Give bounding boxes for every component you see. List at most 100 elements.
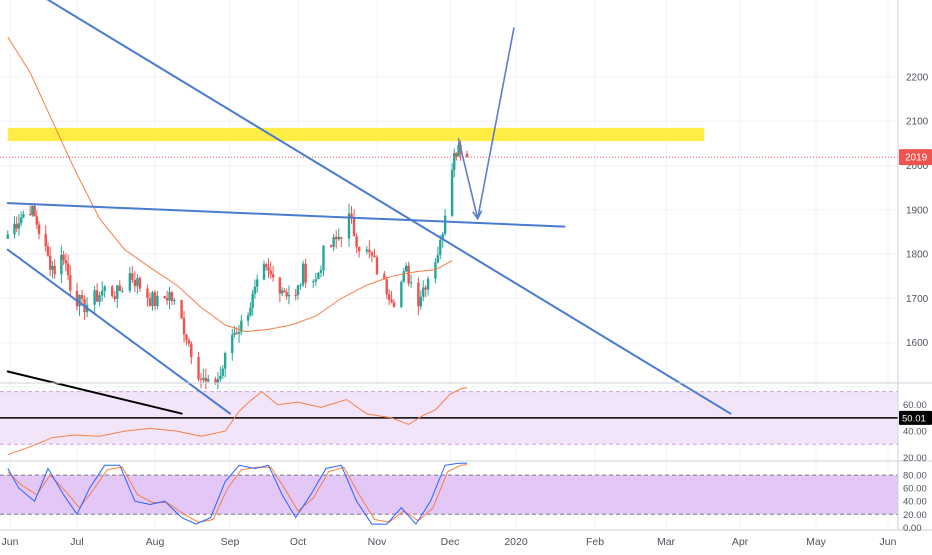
candle-body — [443, 215, 447, 234]
candle-body — [51, 265, 54, 270]
candle-body — [407, 265, 410, 284]
candle-body — [78, 295, 81, 307]
candle-body — [113, 296, 116, 299]
candle-body — [204, 377, 208, 382]
candle-body — [103, 286, 106, 291]
candle-body — [44, 233, 47, 247]
candle-body — [49, 255, 52, 270]
candle-body — [365, 249, 369, 252]
candle-body — [267, 267, 270, 271]
projection-arrow-up[interactable] — [476, 27, 515, 220]
candle-body — [299, 284, 302, 286]
horizontal-trendline[interactable] — [6, 202, 566, 228]
arrow-head-icon — [472, 210, 483, 221]
time-tick-label: Oct — [290, 536, 306, 548]
candlestick-series — [6, 140, 469, 390]
candle-body — [62, 254, 65, 261]
candle-body — [417, 282, 420, 307]
candle-body — [95, 290, 99, 302]
candle-body — [422, 287, 425, 297]
time-tick-label: May — [806, 536, 827, 548]
candle-body — [340, 236, 343, 239]
candle-body — [392, 302, 396, 307]
time-tick-label: Mar — [657, 536, 676, 548]
time-tick-label: Sep — [221, 536, 240, 548]
candle-body — [202, 377, 205, 380]
candle-body — [441, 233, 444, 241]
drawing-tools-back — [7, 127, 705, 142]
candle-body — [116, 285, 119, 299]
time-tick-label: 2020 — [504, 536, 528, 548]
candle-body — [19, 217, 23, 224]
candle-body — [148, 297, 152, 306]
candle-body — [390, 299, 393, 303]
time-tick-label: Nov — [368, 536, 387, 548]
candle-body — [31, 206, 34, 216]
candle-body — [280, 290, 284, 294]
rsi-tick-label: 20.00 — [903, 453, 927, 464]
last-price-badge — [899, 149, 932, 166]
candle-body — [450, 169, 454, 216]
candle-body — [121, 290, 124, 292]
indicator-bands — [0, 391, 898, 515]
candle-body — [285, 292, 288, 297]
candle-body — [138, 278, 142, 289]
candle-body — [317, 272, 320, 280]
grid — [0, 0, 898, 530]
candle-body — [400, 281, 403, 307]
candle-body — [221, 368, 224, 376]
drawing-tools[interactable] — [6, 0, 732, 415]
candle-body — [294, 294, 297, 296]
stoch-tick-label: 60.00 — [903, 484, 927, 495]
candle-body — [329, 245, 333, 247]
price-tick-label: 1600 — [906, 338, 929, 349]
candle-body — [75, 290, 79, 307]
candle-body — [28, 214, 32, 216]
candle-body — [17, 223, 21, 229]
candle-body — [319, 270, 323, 273]
candle-body — [216, 379, 220, 384]
price-tick-label: 1700 — [906, 294, 929, 305]
candle-body — [6, 234, 9, 239]
candle-body — [465, 153, 469, 158]
candle-body — [249, 307, 252, 316]
candle-body — [283, 290, 286, 293]
candle-body — [165, 298, 169, 301]
candle-body — [118, 285, 121, 291]
time-tick-label: Jul — [70, 536, 83, 548]
time-tick-label: Aug — [146, 536, 165, 548]
candle-body — [253, 286, 257, 294]
candle-body — [426, 278, 430, 290]
candle-body — [214, 378, 217, 384]
stoch-tick-label: 0.00 — [903, 523, 922, 534]
candle-body — [163, 296, 166, 299]
resistance-zone[interactable] — [7, 127, 705, 142]
candle-body — [453, 152, 456, 170]
candle-body — [439, 240, 442, 256]
candle-body — [350, 213, 353, 219]
candle-body — [199, 379, 203, 381]
candle-body — [271, 274, 275, 278]
rsi-level-label: 50.01 — [902, 413, 926, 424]
candle-body — [180, 300, 183, 318]
projection-arrow-down[interactable] — [457, 138, 479, 220]
candle-body — [153, 292, 157, 306]
candle-body — [151, 292, 154, 306]
candle-body — [419, 296, 422, 307]
candle-body — [301, 263, 305, 285]
candle-body — [111, 286, 114, 297]
lower-channel-trendline[interactable] — [6, 248, 231, 415]
candle-body — [100, 290, 104, 296]
candle-body — [168, 292, 171, 301]
candle-body — [13, 223, 16, 235]
candle-body — [136, 278, 139, 287]
black-trendline[interactable] — [6, 370, 183, 415]
upper-channel-trendline[interactable] — [14, 0, 732, 415]
candle-body — [337, 236, 340, 240]
stoch-tick-label: 80.00 — [903, 471, 927, 482]
candle-body — [146, 288, 149, 298]
candle-body — [187, 340, 191, 344]
